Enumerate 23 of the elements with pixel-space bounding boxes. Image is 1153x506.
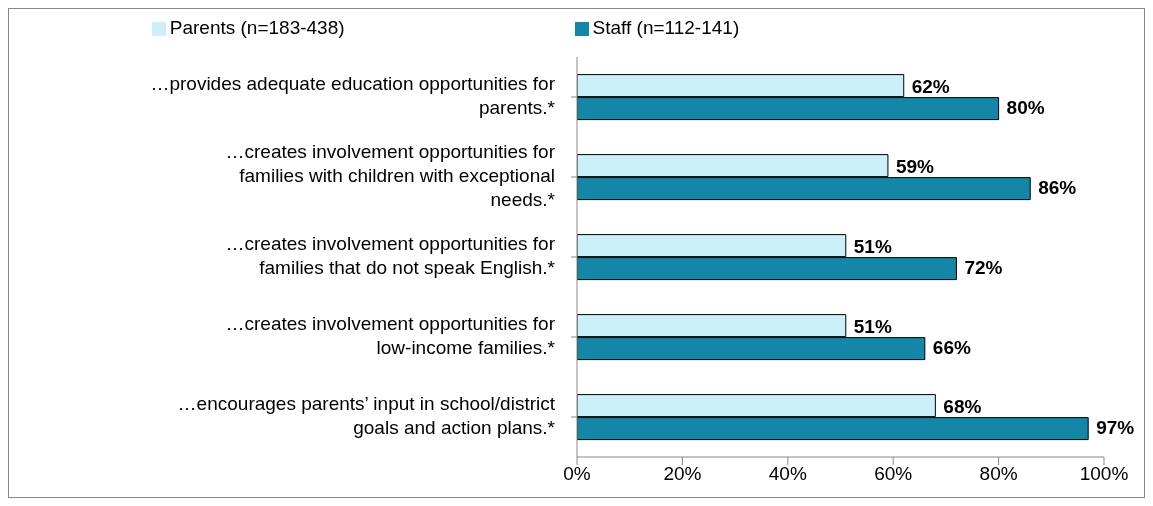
data-label: 72% xyxy=(964,256,1003,278)
y-tick-label: …encourages parents’ input in school/district goals and action plans.* xyxy=(177,393,556,439)
x-tick-label: 0% xyxy=(563,463,591,485)
data-label: 97% xyxy=(1096,416,1135,438)
data-label: 59% xyxy=(895,155,935,177)
x-tick-label: 60% xyxy=(874,463,913,485)
data-label: 80% xyxy=(1006,96,1045,118)
x-tick-label: 80% xyxy=(979,463,1018,485)
x-tick-label: 100% xyxy=(1079,463,1129,485)
x-tick-label: 20% xyxy=(663,463,702,485)
data-label: 51% xyxy=(853,315,892,337)
y-tick-label: …creates involvement opportunities for families that do not speak English.* xyxy=(225,233,556,279)
data-label: 86% xyxy=(1038,176,1077,198)
x-tick-label: 40% xyxy=(768,463,807,485)
y-tick-label: …creates involvement opportunities for low-income families.* xyxy=(225,313,556,359)
data-label: 68% xyxy=(943,395,982,417)
data-label: 51% xyxy=(853,235,892,257)
y-tick-label: …provides adequate education opportunities for parents.* xyxy=(150,73,556,119)
data-label: 62% xyxy=(911,75,950,97)
y-tick-label: …creates involvement opportunities for families with children with exceptional needs.* xyxy=(225,141,556,211)
legend-label: Parents (n=183-438) xyxy=(169,17,345,38)
data-label: 66% xyxy=(932,336,971,358)
legend-label: Staff (n=112-141) xyxy=(592,17,740,38)
